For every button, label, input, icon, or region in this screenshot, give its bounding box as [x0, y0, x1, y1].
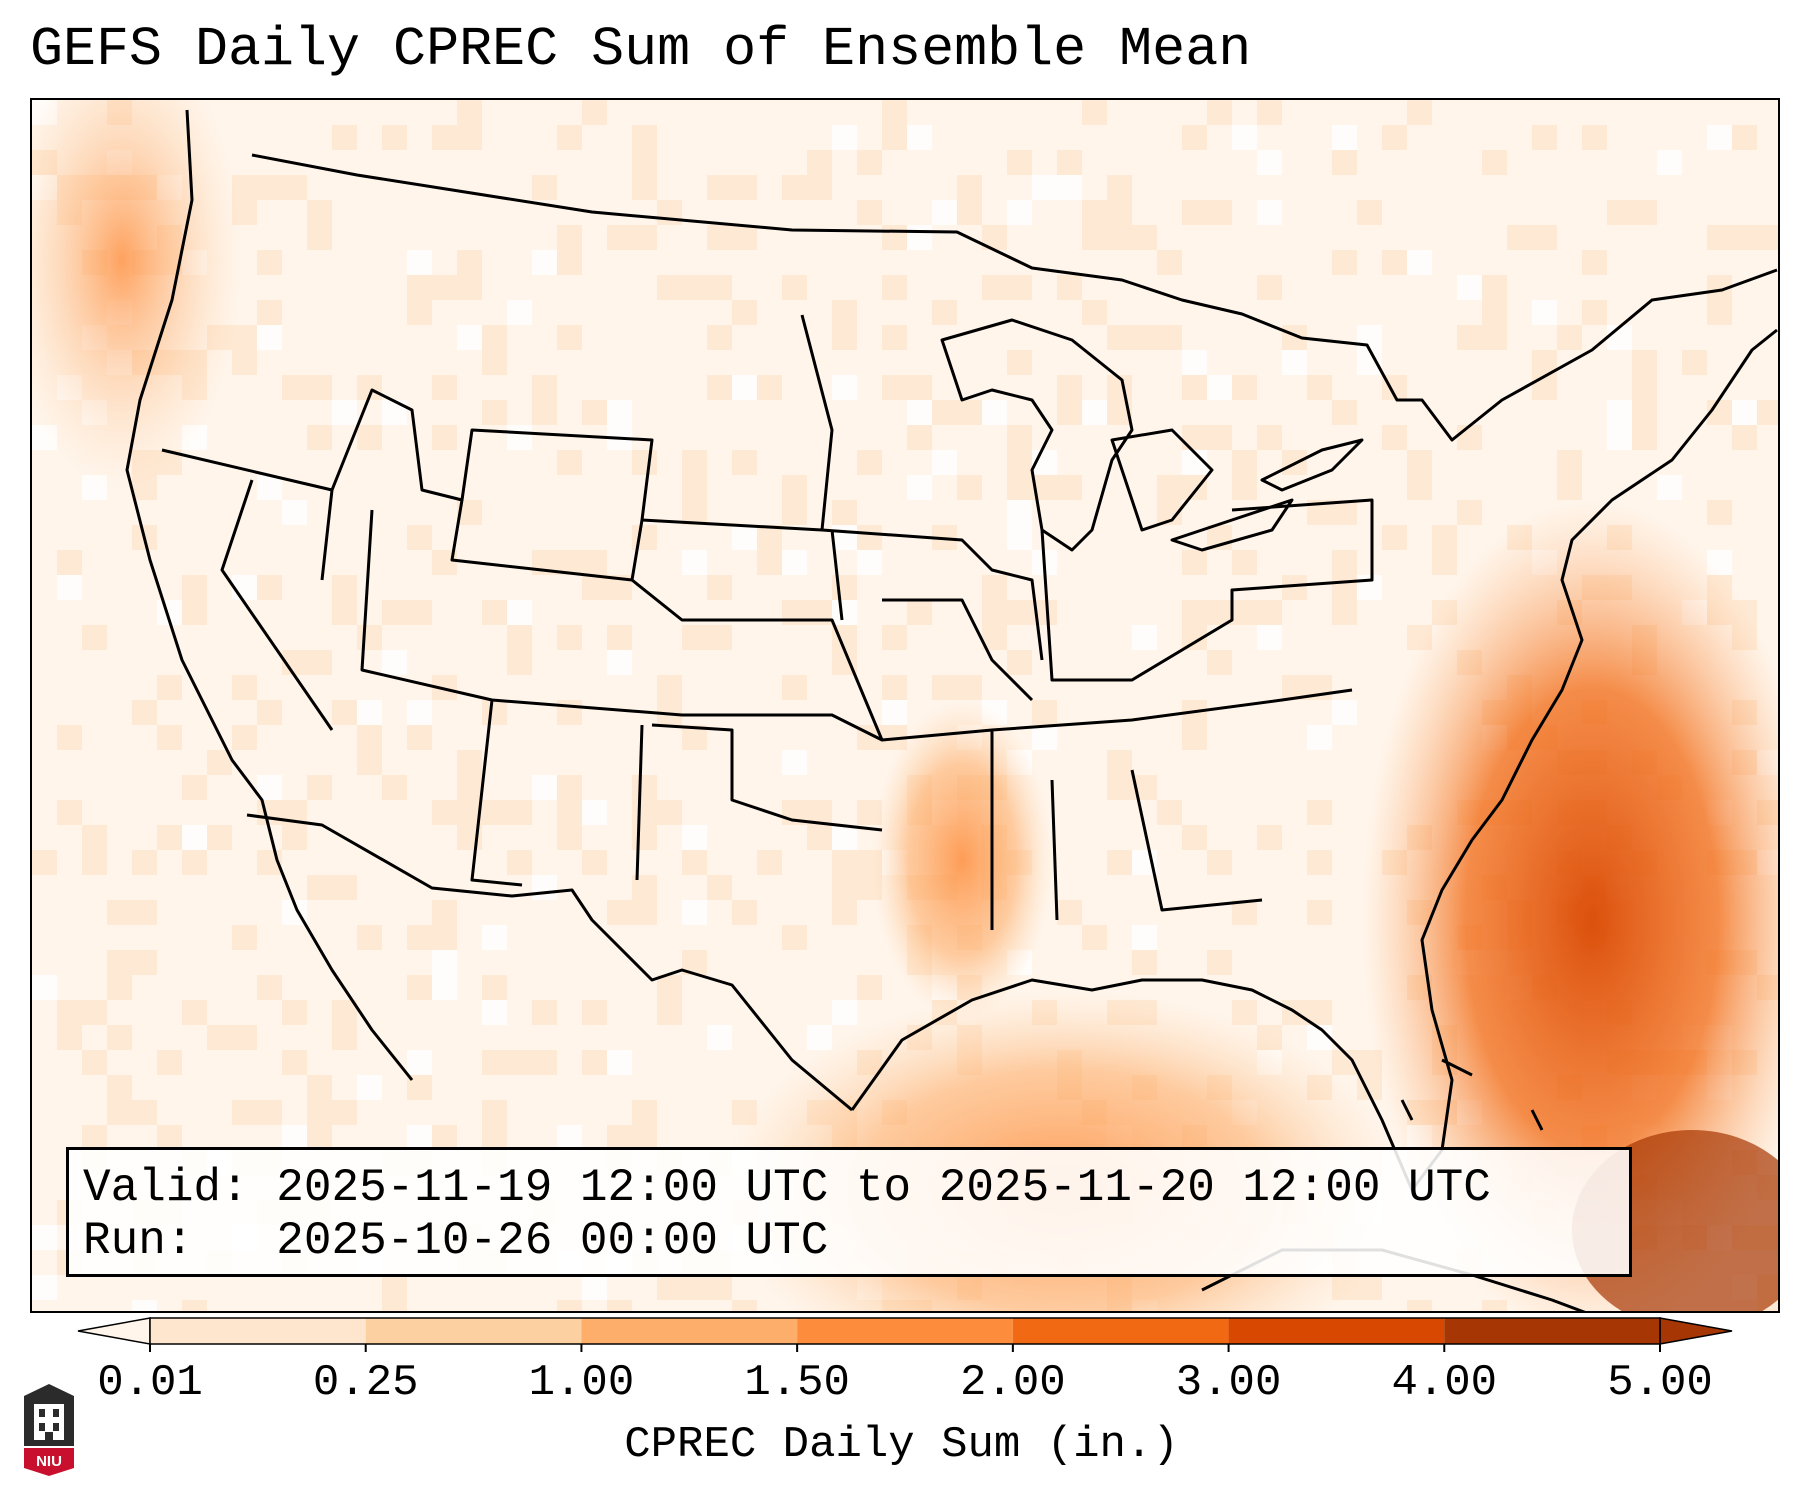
colorbar-tick-label: 5.00: [1607, 1358, 1713, 1408]
map-panel: [30, 98, 1780, 1313]
southern-plains-precip: [872, 700, 1052, 1020]
colorbar-tick-label: 0.25: [312, 1358, 419, 1408]
valid-value: 2025-11-19 12:00 UTC to 2025-11-20 12:00…: [276, 1162, 1491, 1214]
colorbar-label: CPREC Daily Sum (in.): [624, 1420, 1179, 1470]
colorbar-segment: [365, 1318, 582, 1344]
valid-run-info-box: Valid: 2025-11-19 12:00 UTC to 2025-11-2…: [66, 1147, 1632, 1277]
chart-title: GEFS Daily CPREC Sum of Ensemble Mean: [30, 18, 1252, 81]
colorbar-segment: [150, 1318, 366, 1344]
niu-logo: NIU: [20, 1382, 78, 1478]
valid-row: Valid: 2025-11-19 12:00 UTC to 2025-11-2…: [83, 1162, 1615, 1215]
colorbar-tick-label: 4.00: [1391, 1358, 1498, 1408]
colorbar-extend-max: [1659, 1317, 1733, 1345]
pacific-nw-precip: [32, 100, 242, 490]
colorbar-segment: [1444, 1318, 1660, 1344]
us-canada-border: [251, 153, 1778, 442]
great-lakes-outline: [940, 318, 1364, 552]
colorbar: [77, 1317, 1733, 1352]
colorbar-tick-label: 1.00: [528, 1358, 635, 1408]
atlantic-precip: [1362, 500, 1778, 1311]
state-lines: [161, 314, 1374, 930]
university-tower-icon: NIU: [24, 1384, 74, 1476]
colorbar-segment: [1012, 1318, 1229, 1344]
valid-label: Valid:: [83, 1162, 249, 1214]
colorbar-segment: [581, 1318, 798, 1344]
colorbar-segment: [1228, 1318, 1445, 1344]
precipitation-map: [32, 100, 1778, 1311]
logo-text: NIU: [36, 1453, 62, 1470]
run-label: Run:: [83, 1215, 194, 1267]
gulf-coastline: [850, 328, 1778, 1192]
colorbar-tick-label: 2.00: [960, 1358, 1066, 1408]
run-row: Run: 2025-10-26 00:00 UTC: [83, 1215, 1615, 1268]
colorbar-tick-label: 3.00: [1175, 1358, 1282, 1408]
colorbar-tick-label: 1.50: [744, 1358, 850, 1408]
colorbar-extend-min: [77, 1317, 151, 1345]
pacific-coastline: [125, 109, 414, 1081]
colorbar-segment: [797, 1318, 1013, 1344]
colorbar-tick-label: 0.01: [97, 1358, 203, 1408]
run-value: 2025-10-26 00:00 UTC: [276, 1215, 829, 1267]
boundaries: [125, 109, 1778, 1311]
us-mexico-border: [246, 813, 853, 1112]
colorbar-border: [149, 1317, 1661, 1345]
